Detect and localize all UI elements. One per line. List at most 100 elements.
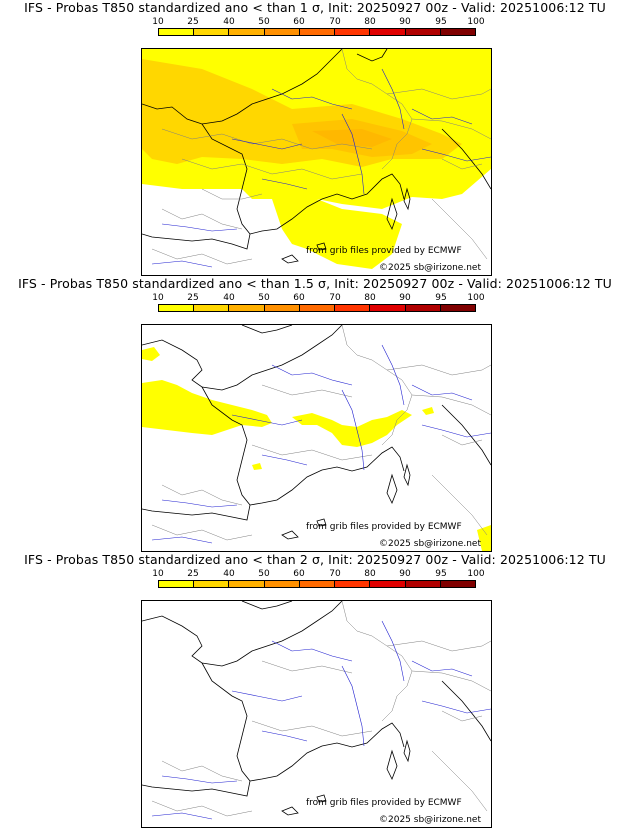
- color-legend: 10 25 40 50 60 70 80 90 95 100: [152, 17, 485, 40]
- legend-label: 50: [258, 293, 270, 303]
- map-canvas: [142, 325, 491, 551]
- data-source-credit: from grib files provided by ECMWF: [306, 522, 462, 532]
- legend-label: 50: [258, 569, 270, 579]
- legend-label: 80: [364, 293, 376, 303]
- coastline: [441, 404, 491, 466]
- map-canvas: [142, 601, 491, 820]
- coastline: [142, 123, 251, 250]
- copyright-credit: ©2025 sb@irizone.net: [379, 815, 481, 825]
- legend-label: 10: [152, 293, 164, 303]
- river: [411, 384, 473, 401]
- country-border: [151, 248, 253, 265]
- river: [421, 700, 491, 714]
- legend-swatch: [335, 29, 371, 35]
- country-border: [341, 325, 413, 446]
- coastline: [241, 325, 293, 334]
- rivers: [151, 344, 491, 544]
- coastline: [142, 49, 343, 125]
- legend-swatch: [229, 581, 265, 587]
- river: [161, 499, 238, 508]
- probability-area-10: [292, 410, 412, 447]
- probability-area-10: [477, 525, 491, 551]
- legend-labels: 10 25 40 50 60 70 80 90 95 100: [152, 293, 484, 304]
- river: [151, 536, 213, 544]
- country-border: [151, 524, 253, 541]
- legend-label: 40: [223, 293, 235, 303]
- legend-label: 80: [364, 569, 376, 579]
- country-border: [251, 720, 373, 737]
- river: [231, 414, 303, 426]
- legend-swatch: [264, 581, 300, 587]
- copyright-credit: ©2025 sb@irizone.net: [379, 263, 481, 273]
- legend-swatch: [159, 581, 195, 587]
- legend-label: 60: [293, 17, 305, 27]
- legend-swatch: [194, 305, 230, 311]
- legend-labels: 10 25 40 50 60 70 80 90 95 100: [152, 17, 484, 28]
- legend-swatch: [405, 29, 441, 35]
- data-source-credit: from grib files provided by ECMWF: [306, 798, 462, 808]
- legend-swatch: [299, 305, 336, 311]
- legend-label: 25: [187, 17, 199, 27]
- coastlines: [142, 49, 491, 264]
- legend-label: 95: [435, 293, 447, 303]
- country-border: [151, 800, 253, 817]
- legend-label: 90: [399, 569, 411, 579]
- coastline: [142, 325, 343, 391]
- country-border: [411, 670, 491, 692]
- country-border: [261, 660, 353, 674]
- legend-labels: 10 25 40 50 60 70 80 90 95 100: [152, 569, 484, 580]
- country-border: [341, 601, 413, 722]
- legend-swatch: [440, 29, 475, 35]
- probability-shading: [142, 49, 491, 269]
- panel-title: IFS - Probas T850 standardized ano < tha…: [24, 0, 606, 15]
- coastline: [249, 722, 405, 782]
- country-border: [161, 208, 243, 230]
- probability-area-gap: [242, 199, 277, 221]
- coastline: [142, 601, 343, 667]
- legend-color-bar: [158, 580, 476, 588]
- probability-map: from grib files provided by ECMWF ©2025 …: [141, 600, 492, 828]
- legend-swatch: [299, 29, 336, 35]
- legend-swatch: [405, 581, 441, 587]
- legend-color-bar: [158, 304, 476, 312]
- legend-color-bar: [158, 28, 476, 36]
- probability-map: from grib files provided by ECMWF ©2025 …: [141, 48, 492, 276]
- country-border: [441, 158, 483, 170]
- river: [261, 454, 308, 466]
- river: [341, 113, 365, 195]
- coastlines: [142, 325, 491, 540]
- country-border: [441, 710, 483, 722]
- legend-label: 95: [435, 17, 447, 27]
- legend-swatch: [335, 305, 371, 311]
- panel-1-sigma: IFS - Probas T850 standardized ano < tha…: [0, 0, 630, 276]
- legend-label: 70: [329, 17, 341, 27]
- legend-swatch: [264, 305, 300, 311]
- legend-label: 90: [399, 293, 411, 303]
- river: [261, 178, 308, 190]
- rivers: [151, 68, 491, 268]
- legend-label: 100: [467, 293, 485, 303]
- river: [411, 108, 473, 125]
- coastline: [249, 446, 405, 506]
- coastline: [356, 49, 388, 62]
- panel-title: IFS - Probas T850 standardized ano < tha…: [18, 276, 612, 291]
- coastline: [316, 518, 327, 527]
- river: [161, 223, 238, 232]
- legend-label: 10: [152, 569, 164, 579]
- river: [271, 640, 353, 662]
- river: [341, 665, 365, 747]
- color-legend: 10 25 40 50 60 70 80 90 95 100: [152, 293, 485, 316]
- country-borders: [151, 49, 491, 265]
- legend-swatch: [194, 581, 230, 587]
- legend-label: 40: [223, 17, 235, 27]
- legend-label: 95: [435, 569, 447, 579]
- coastline: [386, 749, 398, 780]
- river: [381, 344, 405, 406]
- legend-label: 50: [258, 17, 270, 27]
- river: [271, 364, 353, 386]
- country-borders: [151, 601, 491, 817]
- legend-swatch: [440, 581, 475, 587]
- coastline: [249, 173, 405, 235]
- legend-swatch: [370, 29, 406, 35]
- panel-title: IFS - Probas T850 standardized ano < tha…: [24, 552, 606, 567]
